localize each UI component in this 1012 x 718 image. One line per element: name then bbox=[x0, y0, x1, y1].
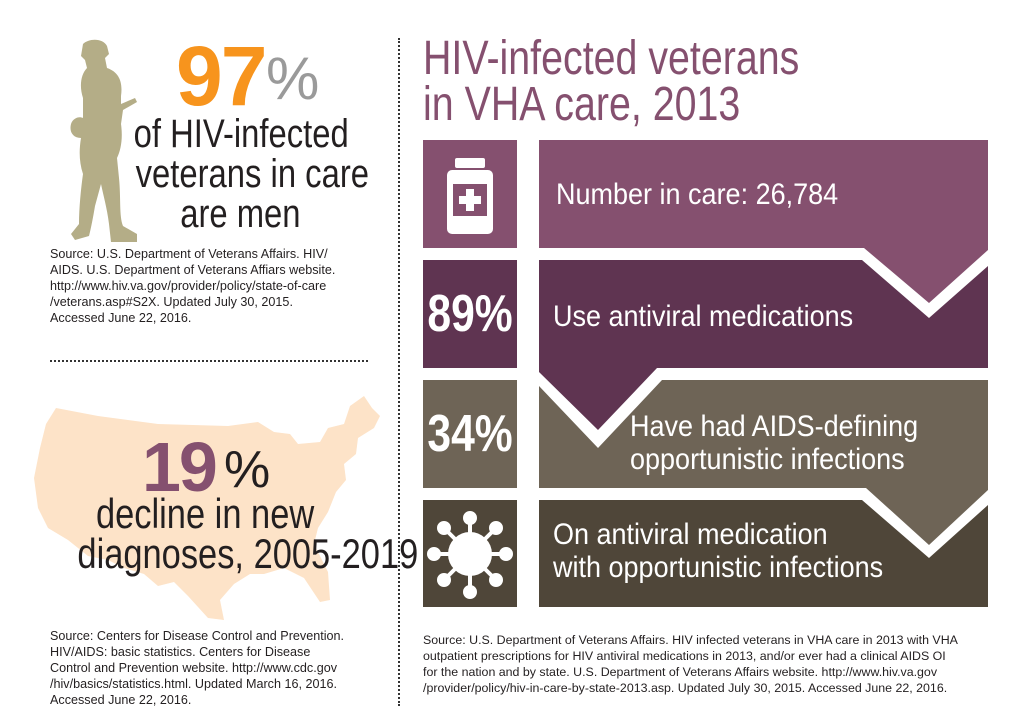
stat-19-number: 19 bbox=[142, 428, 218, 506]
source-new-diagnoses: Source: Centers for Disease Control and … bbox=[50, 629, 345, 707]
source-vha-care: Source: U.S. Department of Veterans Affa… bbox=[423, 633, 958, 695]
row-3-text: Have had AIDS-defining opportunistic inf… bbox=[630, 410, 919, 476]
stat-97-number: 97 bbox=[176, 29, 267, 123]
soldier-silhouette-icon bbox=[70, 39, 137, 243]
row-1-badge bbox=[423, 140, 517, 248]
row-1-text: Number in care: 26,784 bbox=[556, 178, 839, 211]
source-veterans-men: Source: U.S. Department of Veterans Affa… bbox=[50, 247, 336, 325]
row-3-arrow bbox=[539, 380, 988, 545]
us-map-icon bbox=[34, 396, 380, 620]
row-2-arrow bbox=[539, 260, 988, 430]
row-4-arrow bbox=[539, 500, 988, 607]
row-1-arrow bbox=[539, 140, 988, 303]
row-2-badge: 89% bbox=[423, 260, 517, 368]
vertical-divider bbox=[398, 38, 400, 706]
stat-19-unit: % bbox=[224, 441, 271, 499]
row-4-text: On antiviral medication with opportunist… bbox=[553, 518, 884, 584]
row-3-badge: 34% bbox=[423, 380, 517, 488]
virus-icon bbox=[427, 511, 513, 599]
stat-19-caption: decline in new diagnoses, 2005-2019 bbox=[77, 490, 419, 577]
row-2-text: Use antiviral medications bbox=[553, 300, 854, 333]
page-title: HIV-infected veterans in VHA care, 2013 bbox=[423, 32, 800, 131]
horizontal-divider bbox=[50, 360, 368, 362]
row-4-badge bbox=[423, 500, 517, 607]
stat-97-caption: of HIV-infected veterans in care are men bbox=[133, 112, 369, 236]
medicine-bottle-icon bbox=[447, 158, 493, 234]
stat-97-unit: % bbox=[266, 45, 320, 112]
